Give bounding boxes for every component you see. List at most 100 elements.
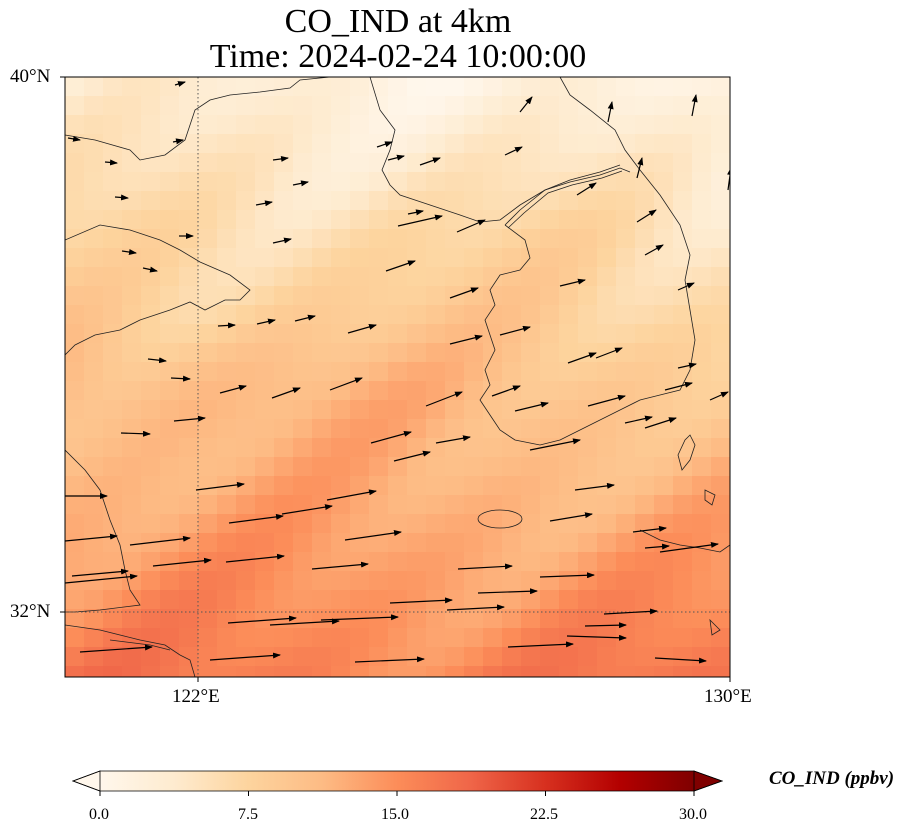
field-cell	[179, 590, 199, 610]
field-cell	[198, 77, 218, 97]
field-cell	[502, 609, 522, 629]
wind-vector	[228, 513, 284, 524]
wind-vector	[172, 138, 184, 145]
field-cell	[236, 96, 256, 116]
field-cell	[122, 248, 142, 268]
wind-vector	[385, 260, 416, 272]
field-cell	[597, 438, 617, 458]
field-cell	[388, 666, 408, 677]
field-cell	[559, 381, 579, 401]
field-cell	[255, 647, 275, 667]
field-cell	[464, 134, 484, 154]
field-cell	[616, 324, 636, 344]
field-cell	[616, 457, 636, 477]
field-cell	[350, 495, 370, 515]
field-cell	[654, 495, 674, 515]
field-cell	[407, 134, 427, 154]
field-cell	[616, 362, 636, 382]
field-cell	[331, 210, 351, 230]
field-cell	[255, 134, 275, 154]
field-cell	[236, 305, 256, 325]
field-cell	[122, 153, 142, 173]
field-cell	[65, 609, 85, 629]
field-cell	[236, 267, 256, 287]
field-cell	[578, 647, 598, 667]
field-cell	[502, 324, 522, 344]
field-cell	[293, 248, 313, 268]
field-cell	[445, 229, 465, 249]
field-cell	[559, 419, 579, 439]
field-cell	[502, 666, 522, 677]
field-cell	[483, 286, 503, 306]
field-cell	[274, 647, 294, 667]
field-cell	[312, 286, 332, 306]
field-cell	[407, 552, 427, 572]
field-cell	[103, 362, 123, 382]
field-cell	[160, 438, 180, 458]
field-cell	[559, 77, 579, 97]
field-cell	[388, 495, 408, 515]
field-cell	[502, 248, 522, 268]
field-cell	[483, 647, 503, 667]
field-cell	[141, 286, 161, 306]
field-cell	[122, 305, 142, 325]
field-cell	[331, 362, 351, 382]
field-cell	[521, 419, 541, 439]
field-cell	[388, 457, 408, 477]
field-cell	[692, 324, 712, 344]
field-cell	[255, 457, 275, 477]
field-cell	[654, 552, 674, 572]
field-cell	[407, 115, 427, 135]
field-cell	[407, 400, 427, 420]
field-cell	[84, 571, 104, 591]
field-cell	[198, 191, 218, 211]
field-cell	[445, 362, 465, 382]
field-cell	[331, 343, 351, 363]
field-cell	[502, 571, 522, 591]
field-cell	[122, 571, 142, 591]
field-cell	[255, 533, 275, 553]
field-cell	[160, 286, 180, 306]
field-cell	[198, 381, 218, 401]
field-cell	[65, 666, 85, 677]
field-cell	[540, 77, 560, 97]
field-cell	[578, 476, 598, 496]
field-cell	[103, 666, 123, 677]
field-cell	[445, 609, 465, 629]
wind-vector	[644, 244, 664, 256]
field-cell	[445, 134, 465, 154]
field-cell	[217, 77, 237, 97]
field-cell	[464, 191, 484, 211]
wind-vector	[256, 318, 276, 325]
field-cell	[179, 495, 199, 515]
field-cell	[84, 666, 104, 677]
field-cell	[255, 77, 275, 97]
field-cell	[179, 286, 199, 306]
field-cell	[578, 419, 598, 439]
field-cell	[597, 286, 617, 306]
wind-vector	[595, 347, 623, 359]
field-cell	[255, 248, 275, 268]
field-cell	[616, 77, 636, 97]
field-cell	[369, 191, 389, 211]
field-cell	[198, 286, 218, 306]
field-cell	[84, 134, 104, 154]
field-cell	[483, 324, 503, 344]
field-cell	[103, 590, 123, 610]
field-cell	[711, 400, 730, 420]
wind-vector	[504, 146, 523, 156]
field-cell	[350, 647, 370, 667]
field-cell	[141, 647, 161, 667]
field-cell	[483, 267, 503, 287]
wind-vector	[347, 324, 377, 334]
field-cell	[103, 571, 123, 591]
field-cell	[654, 457, 674, 477]
field-cell	[635, 324, 655, 344]
field-cell	[711, 229, 730, 249]
field-cell	[160, 628, 180, 648]
field-cell	[293, 191, 313, 211]
field-cell	[711, 438, 730, 458]
wind-vector	[209, 652, 281, 661]
wind-vector	[677, 282, 695, 291]
field-cell	[407, 248, 427, 268]
